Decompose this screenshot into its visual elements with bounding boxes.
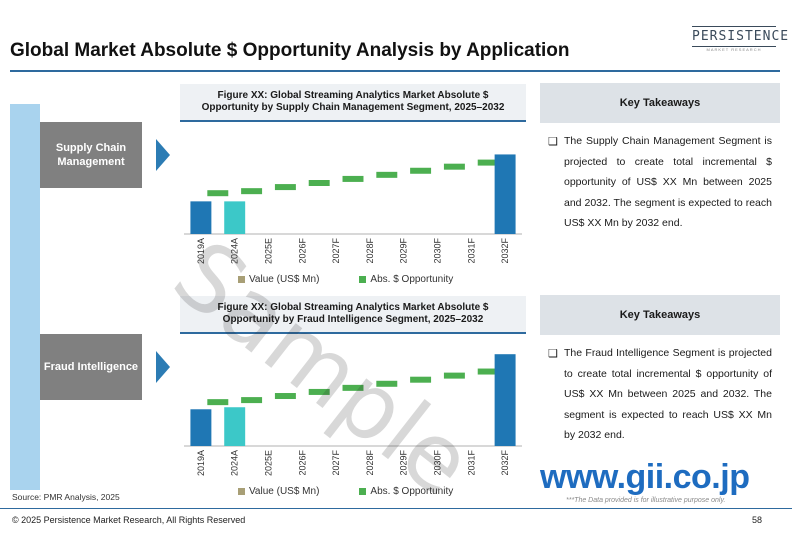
legend-swatch-abs [359, 276, 367, 283]
abs-opportunity-2028F [376, 171, 398, 178]
abs-opportunity-2024A [241, 397, 263, 404]
chart-legend-2: Value (US$ Mn) Abs. $ Opportunity [238, 486, 453, 497]
title-divider [10, 70, 780, 72]
tick-label-2025E: 2025E [264, 450, 274, 476]
tick-label-2032F: 2032F [500, 450, 510, 476]
abs-opportunity-2031F [477, 368, 499, 375]
key-takeaways-text-1: ❑ The Supply Chain Management Segment is… [548, 131, 772, 234]
legend-swatch-value [238, 488, 245, 495]
bar-2019A [190, 409, 212, 446]
bar-2024A [224, 407, 246, 446]
abs-opportunity-2028F [376, 380, 398, 387]
abs-opportunity-2026F [308, 180, 330, 186]
legend-swatch-value [238, 276, 245, 283]
abs-opportunity-2019A [207, 190, 229, 197]
page-number: 58 [752, 515, 763, 525]
chart-svg-2: 2019A 2024A 2025E 2026F 2027F 2028F 2029F 2030F… [184, 354, 522, 476]
key-takeaways-heading-1: Key Takeaways [540, 83, 780, 123]
bar-2019A [190, 201, 212, 234]
segment-box-supply-chain: Supply Chain Management [40, 122, 142, 188]
abs-opportunity-2025E [274, 184, 296, 191]
legend-item-value: Value (US$ Mn) [238, 274, 319, 285]
tick-label-2031F: 2031F [466, 238, 476, 264]
abs-opportunity-2030F [443, 372, 465, 379]
tick-label-2024A: 2024A [230, 450, 240, 476]
chart-fraud-intelligence: 2019A 2024A 2025E 2026F 2027F 2028F 2029F 2030F… [180, 338, 526, 484]
left-accent-band [10, 104, 40, 490]
tick-label-2026F: 2026F [297, 238, 307, 264]
bar-2032F [494, 154, 516, 234]
tick-label-2025E: 2025E [264, 238, 274, 264]
legend-label-abs: Abs. $ Opportunity [370, 486, 454, 497]
legend-item-abs: Abs. $ Opportunity [359, 486, 453, 497]
abs-opportunity-2019A [207, 399, 229, 406]
abs-opportunity-2027F [342, 175, 364, 182]
abs-opportunity-2029F [410, 167, 432, 174]
tick-label-2031F: 2031F [466, 450, 476, 476]
tick-label-2030F: 2030F [433, 238, 443, 264]
legend-swatch-abs [359, 488, 367, 495]
abs-opportunity-2027F [342, 384, 364, 391]
bar-2032F [494, 354, 516, 446]
checkbox-bullet-icon: ❑ [548, 348, 558, 360]
figure-title-1: Figure XX: Global Streaming Analytics Ma… [180, 84, 526, 122]
chart-svg-1: 2019A 2024A 2025E 2026F 2027F 2028F 2029F 2030F… [184, 154, 522, 264]
abs-opportunity-2025E [274, 393, 296, 400]
checkbox-bullet-icon: ❑ [548, 136, 558, 148]
abs-opportunity-2031F [477, 159, 499, 166]
tick-label-2029F: 2029F [399, 450, 409, 476]
logo-word: PERSISTENCE [692, 26, 788, 47]
legend-label-abs: Abs. $ Opportunity [370, 274, 454, 285]
chevron-right-icon [156, 139, 170, 171]
copyright-text: © 2025 Persistence Market Research, All … [12, 515, 246, 525]
tick-label-2026F: 2026F [297, 450, 307, 476]
legend-label-value: Value (US$ Mn) [249, 274, 320, 285]
key-takeaways-text-2: ❑ The Fraud Intelligence Segment is proj… [548, 343, 772, 446]
takeaway-paragraph-1: The Supply Chain Management Segment is p… [564, 135, 772, 229]
legend-item-value: Value (US$ Mn) [238, 486, 319, 497]
abs-opportunity-2029F [410, 376, 432, 383]
tick-label-2032F: 2032F [500, 238, 510, 264]
tick-label-2019A: 2019A [196, 238, 206, 264]
tick-label-2027F: 2027F [331, 450, 341, 476]
tick-label-2030F: 2030F [433, 450, 443, 476]
bar-2024A [224, 201, 246, 234]
gii-watermark-logo: www.gii.co.jp [540, 458, 750, 496]
figure-title-2: Figure XX: Global Streaming Analytics Ma… [180, 296, 526, 334]
page-title: Global Market Absolute $ Opportunity Ana… [10, 40, 570, 61]
chevron-right-icon [156, 351, 170, 383]
chart-supply-chain: 2019A 2024A 2025E 2026F 2027F 2028F 2029F 2030F… [180, 126, 526, 272]
tick-label-2029F: 2029F [399, 238, 409, 264]
tick-label-2024A: 2024A [230, 238, 240, 264]
segment-box-fraud-intelligence: Fraud Intelligence [40, 334, 142, 400]
abs-opportunity-2030F [443, 163, 465, 170]
tick-label-2028F: 2028F [365, 238, 375, 264]
tick-label-2028F: 2028F [365, 450, 375, 476]
abs-opportunity-2024A [241, 188, 263, 195]
takeaway-paragraph-2: The Fraud Intelligence Segment is projec… [564, 347, 772, 441]
legend-label-value: Value (US$ Mn) [249, 486, 320, 497]
disclaimer-note: ***The Data provided is for illustrative… [566, 497, 726, 504]
tick-label-2027F: 2027F [331, 238, 341, 264]
tick-label-2019A: 2019A [196, 450, 206, 476]
key-takeaways-heading-2: Key Takeaways [540, 295, 780, 335]
footer-divider [0, 508, 792, 530]
chart-legend-1: Value (US$ Mn) Abs. $ Opportunity [238, 274, 453, 285]
logo-subtitle: MARKET RESEARCH [706, 47, 762, 52]
persistence-logo: PERSISTENCE MARKET RESEARCH [692, 26, 788, 56]
legend-item-abs: Abs. $ Opportunity [359, 274, 453, 285]
abs-opportunity-2026F [308, 388, 330, 395]
source-note: Source: PMR Analysis, 2025 [12, 492, 120, 502]
